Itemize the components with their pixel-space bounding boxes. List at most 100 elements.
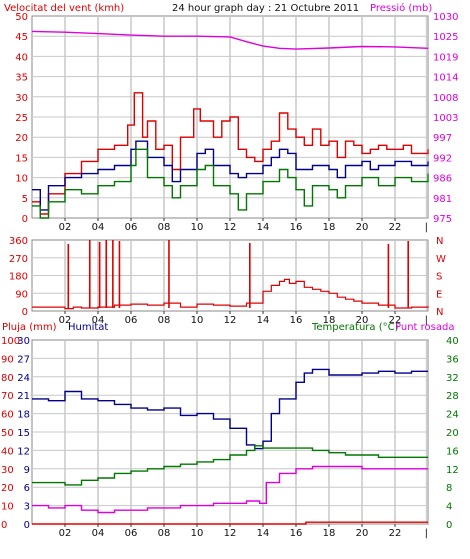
p2-x-tick-label: 22 xyxy=(389,315,402,326)
p1-x-tick-label: 12 xyxy=(224,222,237,233)
direction-tick-label: 270 xyxy=(9,254,28,265)
p2-x-tick-label: 08 xyxy=(158,315,171,326)
p3-x-tick-label: 04 xyxy=(92,528,105,539)
p2-x-tick-label: 02 xyxy=(59,315,72,326)
humidity-tick-label: 21 xyxy=(17,391,30,402)
p1-x-tick-label: 08 xyxy=(158,222,171,233)
humidity-tick-label: 0 xyxy=(24,520,30,531)
panel-wind-direction-grid xyxy=(32,240,428,311)
wind-speed-tick-label: 25 xyxy=(15,113,28,124)
pressure-axis-title: Pressió (mb) xyxy=(370,2,432,14)
wind-speed-tick-label: 10 xyxy=(15,174,28,185)
p2-x-tick-label: 20 xyxy=(356,315,369,326)
p1-x-tick-label: 22 xyxy=(389,222,402,233)
rain-axis-title: Pluja (mm) xyxy=(2,322,57,333)
chart-title: 24 hour graph day : 21 Octubre 2011 xyxy=(172,3,359,14)
rain-tick-label: 100 xyxy=(1,336,20,347)
p3-x-tick-label: 02 xyxy=(59,528,72,539)
temperature-tick-label: 28 xyxy=(446,391,459,402)
p2-x-tick-label: 12 xyxy=(224,315,237,326)
humidity-tick-label: 30 xyxy=(17,336,30,347)
compass-tick-label: N xyxy=(436,307,443,318)
p3-x-tick-label: 10 xyxy=(191,528,204,539)
rain-tick-label: 20 xyxy=(1,483,14,494)
temperature-axis-title: Temperatura (°C) xyxy=(311,322,399,333)
p3-x-tick-label: 18 xyxy=(323,528,336,539)
compass-tick-label: N xyxy=(436,236,443,247)
compass-tick-label: W xyxy=(436,254,446,265)
pressure-tick-label: 997 xyxy=(433,133,452,144)
wind-speed-tick-label: 45 xyxy=(15,32,28,43)
wind-speed-axis-title: Velocitat del vent (kmh) xyxy=(4,3,124,14)
wind-speed-tick-label: 30 xyxy=(15,93,28,104)
p3-x-tick-label: 22 xyxy=(389,528,402,539)
direction-tick-label: 180 xyxy=(9,272,28,283)
panel-wind-direction-series xyxy=(32,240,429,310)
temperature-tick-label: 16 xyxy=(446,446,459,457)
p2-x-tick-label: 10 xyxy=(191,315,204,326)
p2-x-tick-label: 18 xyxy=(323,315,336,326)
rain-tick-label: 70 xyxy=(1,391,14,402)
panel-wind-pressure: 0 5 10 15 20 25 30 35 40 45 50 975 981 986 992 997 1003 1… xyxy=(4,2,458,233)
p1-x-tick-label: 10 xyxy=(191,222,204,233)
p1-x-tick-label: 16 xyxy=(290,222,303,233)
temperature-tick-label: 8 xyxy=(446,483,452,494)
temperature-tick-label: 20 xyxy=(446,428,459,439)
p1-x-tick-label: 14 xyxy=(257,222,270,233)
series-temperatura-c--line xyxy=(32,445,428,486)
pressure-tick-label: 1014 xyxy=(433,73,458,84)
wind-speed-tick-label: 35 xyxy=(15,73,28,84)
pressure-tick-label: 1030 xyxy=(433,12,458,23)
p3-x-tick-label: 08 xyxy=(158,528,171,539)
p1-x-tick-label: | xyxy=(425,222,428,233)
humidity-tick-label: 27 xyxy=(17,354,30,365)
temperature-tick-label: 36 xyxy=(446,354,459,365)
rain-tick-label: 40 xyxy=(1,446,14,457)
rain-tick-label: 50 xyxy=(1,428,14,439)
wind-speed-tick-label: 20 xyxy=(15,133,28,144)
temperature-tick-label: 24 xyxy=(446,410,459,421)
p1-x-tick-label: 02 xyxy=(59,222,72,233)
series-pressi-mb--line xyxy=(31,30,429,50)
wind-speed-tick-label: 5 xyxy=(22,194,28,205)
panel-temp-humidity-axes: 0102030405060708090100036912151821242730… xyxy=(1,336,459,539)
rain-tick-label: 60 xyxy=(1,410,14,421)
humidity-tick-label: 6 xyxy=(24,483,30,494)
series-pluja-mm--line xyxy=(32,521,428,525)
temperature-tick-label: 0 xyxy=(446,520,452,531)
rain-tick-label: 30 xyxy=(1,465,14,476)
temperature-tick-label: 32 xyxy=(446,373,459,384)
panel-wind-pressure-axes: 0 5 10 15 20 25 30 35 40 45 50 975 981 986 992 997 1003 1… xyxy=(15,12,458,233)
p3-x-tick-label: 06 xyxy=(125,528,138,539)
wind-speed-tick-label: 15 xyxy=(15,153,28,164)
humidity-tick-label: 3 xyxy=(24,502,30,513)
direction-tick-label: 0 xyxy=(22,307,28,318)
rain-tick-label: 0 xyxy=(1,520,7,531)
p2-x-tick-label: 06 xyxy=(125,315,138,326)
pressure-tick-label: 981 xyxy=(433,194,452,205)
p3-x-tick-label: 16 xyxy=(290,528,303,539)
direction-tick-label: 360 xyxy=(9,236,28,247)
pressure-tick-label: 1025 xyxy=(433,32,458,43)
p2-x-tick-label: 16 xyxy=(290,315,303,326)
wind-speed-tick-label: 0 xyxy=(22,214,28,225)
rain-tick-label: 90 xyxy=(1,354,14,365)
wind-speed-tick-label: 50 xyxy=(15,12,28,23)
pressure-tick-label: 986 xyxy=(433,174,452,185)
humidity-tick-label: 18 xyxy=(17,410,30,421)
humidity-tick-label: 24 xyxy=(17,373,30,384)
panel-temp-humidity: 0102030405060708090100036912151821242730… xyxy=(1,322,459,539)
series-gust-line xyxy=(32,92,429,215)
humidity-axis-title: Humitat xyxy=(68,322,108,333)
temperature-tick-label: 4 xyxy=(446,502,452,513)
series-punt-rosada-line xyxy=(32,465,428,514)
humidity-tick-label: 15 xyxy=(17,428,30,439)
pressure-tick-label: 975 xyxy=(433,214,452,225)
pressure-tick-label: 1003 xyxy=(433,113,458,124)
wind-speed-tick-label: 40 xyxy=(15,52,28,63)
compass-tick-label: E xyxy=(436,289,442,300)
p3-x-tick-label: 20 xyxy=(356,528,369,539)
